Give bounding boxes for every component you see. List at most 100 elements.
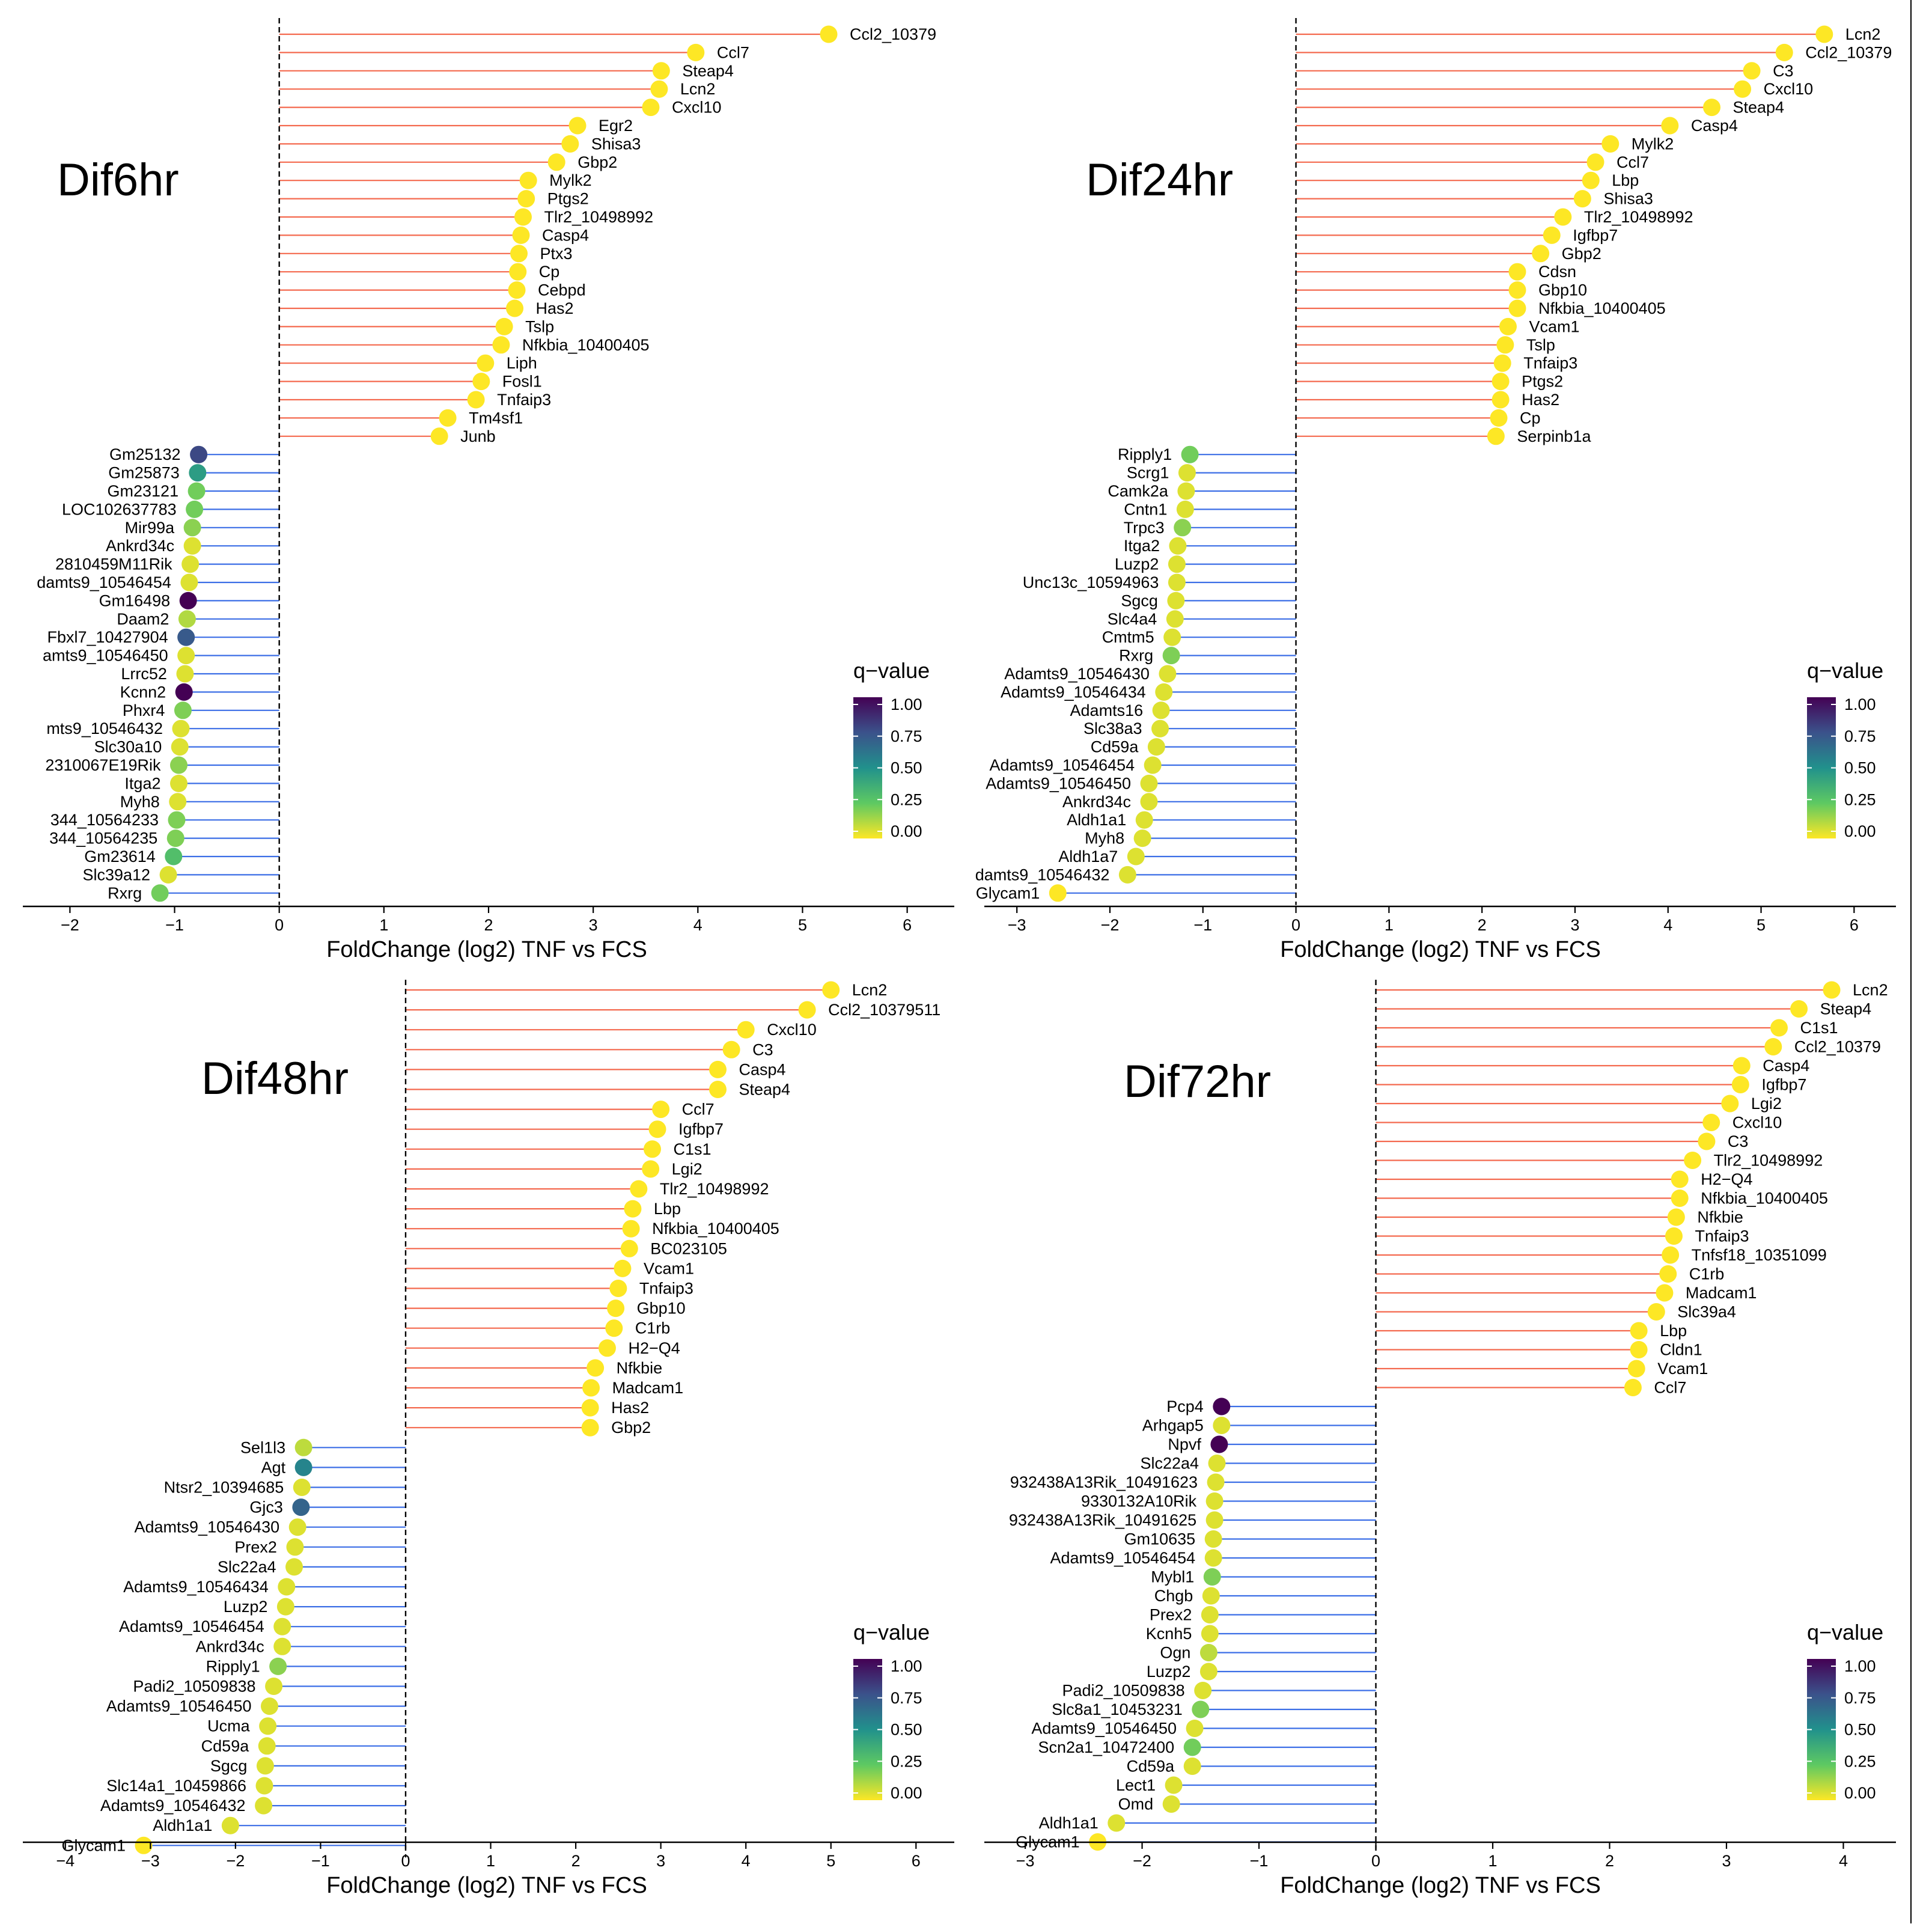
x-tick-label: 4 (1663, 916, 1672, 934)
gene-label: Steap4 (1733, 99, 1785, 117)
point (259, 1717, 277, 1735)
legend-tick-label: 0.75 (1844, 727, 1876, 745)
point (820, 25, 838, 43)
gene-label: Tlr2_10498992 (544, 208, 653, 226)
gene-label: Ccl2_10379511 (828, 1001, 940, 1019)
x-tick-label: 4 (1839, 1852, 1848, 1870)
x-tick-label: 3 (1570, 916, 1579, 934)
point (1490, 409, 1508, 427)
point (514, 208, 532, 226)
gene-label: Tlr2_10498992 (1714, 1152, 1823, 1170)
gene-label: Igfbp7 (1761, 1076, 1806, 1094)
point (1671, 1190, 1689, 1207)
x-tick-label: 1 (1385, 916, 1394, 934)
x-axis-label: FoldChange (log2) TNF vs FCS (326, 1873, 647, 1898)
point (1205, 1492, 1223, 1510)
gene-label: Mylk2 (549, 171, 592, 189)
gene-label: Padi2_10509838 (133, 1678, 255, 1696)
point (1204, 1530, 1222, 1548)
gene-label: Cdsn (1538, 263, 1576, 281)
gene-label: Ccl7 (1654, 1379, 1686, 1397)
point (179, 591, 197, 609)
gene-label: Mybl1 (1151, 1568, 1194, 1586)
point (1665, 1227, 1683, 1245)
gene-label: Igfbp7 (1573, 226, 1618, 244)
x-tick-label: 2 (484, 916, 493, 934)
point (159, 866, 177, 884)
gene-label: Slc14a1_10459866 (106, 1777, 246, 1795)
gene-label: Fosl1 (502, 373, 542, 391)
gene-label: Gbp2 (611, 1419, 651, 1437)
legend-tick-label: 0.50 (891, 1721, 922, 1739)
point (1127, 847, 1145, 866)
gene-label: Lcn2 (1845, 25, 1881, 43)
legend-tick-label: 0.50 (891, 759, 922, 777)
point (1647, 1303, 1665, 1321)
gene-label: Rxrg (108, 884, 142, 902)
gene-label: Igfbp7 (678, 1120, 724, 1138)
gene-label: Lbp (654, 1200, 681, 1218)
legend-tick-label: 1.00 (891, 1657, 922, 1675)
gene-label: Tnfaip3 (1695, 1227, 1749, 1245)
gene-label: Vcam1 (1657, 1360, 1708, 1378)
point (1543, 226, 1561, 244)
gene-label: Serpinb1a (1517, 427, 1591, 445)
x-axis-label: FoldChange (log2) TNF vs FCS (326, 937, 647, 962)
x-tick-label: 3 (1722, 1852, 1731, 1870)
point (630, 1180, 648, 1198)
gene-label: Tnfsf18_10351099 (1692, 1246, 1827, 1264)
gene-label: Shisa3 (591, 135, 641, 153)
gene-label: Agt (261, 1458, 286, 1476)
x-tick-label: 5 (1757, 916, 1766, 934)
gene-label: Aldh1a7 (1058, 847, 1118, 866)
gene-label: Adamts9_10546450 (1031, 1720, 1177, 1738)
point (288, 1518, 306, 1536)
gene-label: Ankrd34c (106, 537, 174, 555)
x-tick-label: −2 (1133, 1852, 1151, 1870)
point (687, 43, 705, 61)
gene-label: Ripply1 (1118, 445, 1172, 463)
x-tick-label: 0 (401, 1852, 410, 1870)
point (285, 1558, 303, 1576)
point (1168, 573, 1186, 591)
gene-label: Gm25132 (109, 445, 181, 463)
gene-label: Adamts9_10546430 (1004, 665, 1150, 683)
legend-title: q−value (853, 1620, 930, 1645)
gene-label: BC023105 (650, 1239, 727, 1257)
gene-label: Ccl2_10379 (1794, 1038, 1881, 1056)
gene-label: Mylk2 (1632, 135, 1674, 153)
gene-label: Has2 (1522, 391, 1559, 409)
point (1167, 591, 1185, 609)
point (189, 464, 207, 482)
point (472, 373, 490, 391)
gene-label: Unc13c_10594963 (1023, 573, 1159, 591)
gene-label: Liph (507, 354, 537, 372)
point (1661, 117, 1679, 135)
point (467, 391, 485, 409)
point (1163, 628, 1181, 646)
point (822, 981, 840, 999)
point (547, 153, 565, 171)
point (1204, 1549, 1222, 1567)
gene-label: 344_10564235 (49, 829, 157, 847)
point (294, 1458, 312, 1476)
point (1624, 1379, 1642, 1396)
point (1508, 263, 1526, 281)
gene-label: Cp (1520, 409, 1541, 427)
gene-label: Ucma (207, 1717, 250, 1735)
gene-label: Steap4 (739, 1081, 790, 1099)
point (278, 1578, 296, 1596)
gene-label: Adamts9_10546454 (1050, 1549, 1195, 1567)
gene-label: Chgb (1154, 1587, 1193, 1605)
gene-label: Lbp (1612, 171, 1639, 189)
point (1186, 1720, 1204, 1737)
point (1049, 884, 1067, 902)
point (269, 1657, 287, 1675)
point (1181, 445, 1199, 463)
point (166, 829, 184, 847)
gene-label: Luzp2 (1147, 1663, 1191, 1681)
legend-tick-label: 0.25 (891, 1752, 922, 1770)
gene-label: Cntn1 (1124, 500, 1167, 518)
